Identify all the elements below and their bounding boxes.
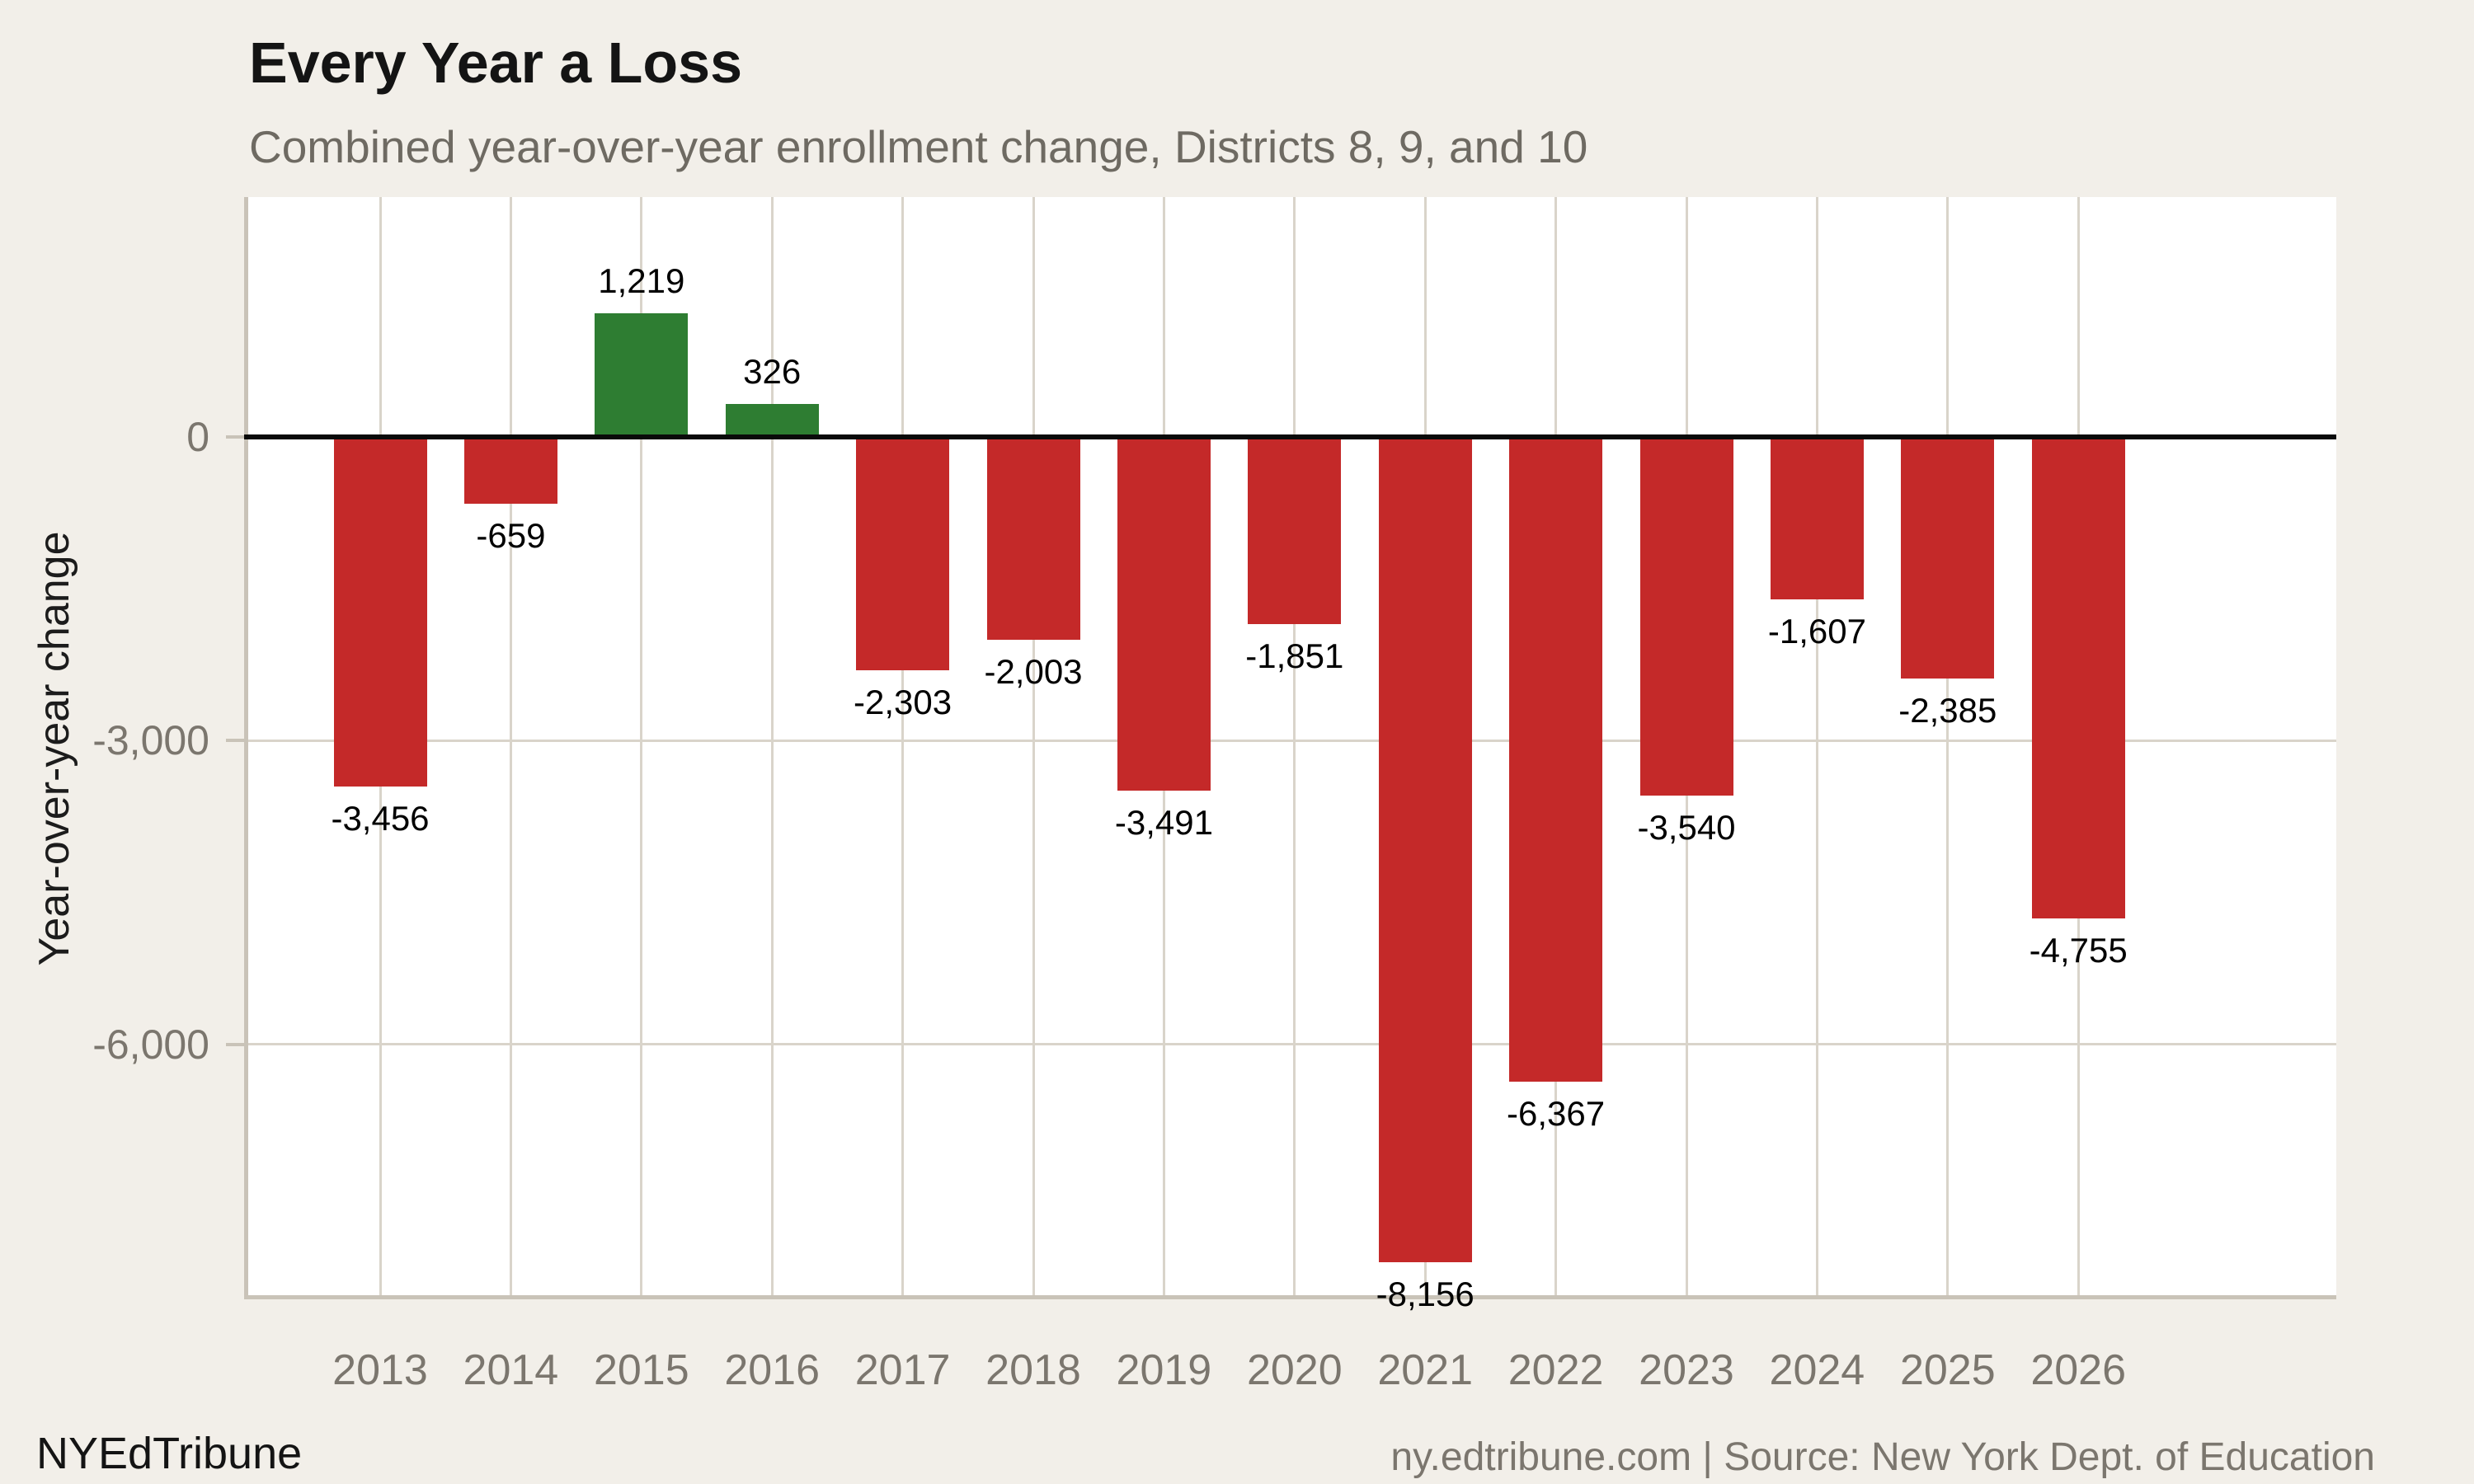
- bar-value-label-2024: -1,607: [1767, 612, 1866, 651]
- bar-value-label-2021: -8,156: [1376, 1275, 1475, 1314]
- bar-2018: [986, 436, 1080, 640]
- publisher-brand: NYEdTribune: [36, 1429, 303, 1478]
- bar-value-label-2015: 1,219: [598, 261, 685, 301]
- y-tick-label--6,000: -6,000: [92, 1021, 209, 1068]
- bar-value-label-2019: -3,491: [1114, 802, 1213, 842]
- x-tick-label-2018: 2018: [985, 1346, 1081, 1394]
- y-tick-mark-0: [226, 434, 244, 439]
- bar-2023: [1639, 436, 1733, 796]
- bar-2026: [2031, 436, 2125, 918]
- horizontal-gridline--6,000: [244, 1043, 2336, 1046]
- source-attribution: ny.edtribune.com | Source: New York Dept…: [1390, 1435, 2375, 1479]
- horizontal-gridline--3,000: [244, 739, 2336, 742]
- bar-2015: [595, 313, 689, 437]
- bar-2019: [1117, 436, 1211, 791]
- y-tick-mark--3,000: [226, 739, 244, 743]
- x-tick-label-2023: 2023: [1639, 1346, 1734, 1394]
- y-tick-mark--6,000: [226, 1042, 244, 1046]
- y-tick-label--3,000: -3,000: [92, 717, 209, 764]
- bar-2013: [333, 436, 427, 787]
- bar-2017: [856, 436, 950, 670]
- y-tick-label-0: 0: [186, 413, 209, 460]
- bar-value-label-2020: -1,851: [1245, 636, 1344, 676]
- vertical-gridline-2020: [1293, 197, 1296, 1299]
- bar-2025: [1901, 436, 1995, 679]
- bar-value-label-2022: -6,367: [1507, 1093, 1606, 1133]
- chart-title: Every Year a Loss: [249, 31, 743, 95]
- bar-value-label-2025: -2,385: [1898, 690, 1997, 730]
- plot-area: -3,456 -659 1,219 326 -2,303 -2,003 -3,491 -1,8…: [244, 197, 2336, 1313]
- x-tick-label-2014: 2014: [463, 1346, 559, 1394]
- vertical-gridline-2016: [770, 197, 774, 1299]
- x-tick-label-2017: 2017: [854, 1346, 951, 1394]
- bar-2016: [725, 403, 819, 437]
- bar-value-label-2017: -2,303: [854, 682, 952, 721]
- bar-2021: [1378, 436, 1472, 1263]
- x-tick-label-2021: 2021: [1377, 1346, 1474, 1394]
- zero-baseline: [244, 434, 2336, 439]
- vertical-gridline-2017: [901, 197, 905, 1299]
- vertical-gridline-2014: [509, 197, 512, 1299]
- x-axis-line: [244, 1295, 2336, 1299]
- x-tick-label-2019: 2019: [1116, 1346, 1212, 1394]
- x-tick-label-2013: 2013: [332, 1346, 428, 1394]
- x-tick-label-2015: 2015: [593, 1346, 689, 1394]
- bar-value-label-2016: 326: [743, 351, 802, 391]
- x-tick-label-2026: 2026: [2030, 1346, 2127, 1394]
- y-axis-line: [244, 197, 248, 1299]
- chart-subtitle: Combined year-over-year enrollment chang…: [249, 121, 1588, 172]
- bar-2024: [1770, 436, 1864, 600]
- x-tick-label-2025: 2025: [1899, 1346, 1996, 1394]
- vertical-gridline-2015: [640, 197, 643, 1299]
- x-tick-label-2024: 2024: [1769, 1346, 1865, 1394]
- vertical-gridline-2018: [1032, 197, 1035, 1299]
- bar-value-label-2013: -3,456: [331, 799, 430, 838]
- x-tick-label-2020: 2020: [1246, 1346, 1343, 1394]
- bar-value-label-2018: -2,003: [984, 651, 1083, 691]
- bar-value-label-2026: -4,755: [2029, 930, 2128, 970]
- bar-value-label-2023: -3,540: [1637, 807, 1736, 847]
- bar-2020: [1248, 436, 1342, 625]
- bar-2014: [463, 436, 557, 504]
- bar-2022: [1509, 436, 1603, 1082]
- x-tick-label-2022: 2022: [1507, 1346, 1604, 1394]
- bar-value-label-2014: -659: [476, 515, 546, 555]
- x-tick-label-2016: 2016: [724, 1346, 821, 1394]
- vertical-gridline-2024: [1815, 197, 1818, 1299]
- vertical-gridline-2025: [1946, 197, 1950, 1299]
